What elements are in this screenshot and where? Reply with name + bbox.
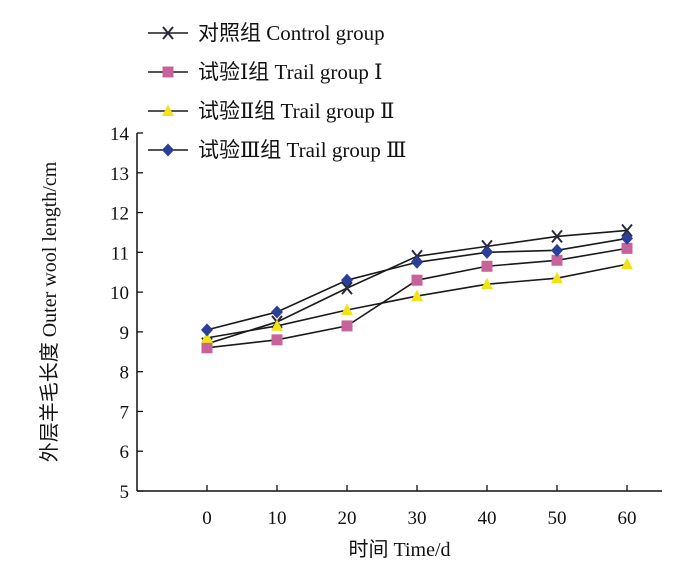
data-point (621, 242, 633, 254)
data-point (341, 281, 353, 295)
x-tick-label: 40 (478, 508, 497, 529)
data-point (201, 342, 213, 354)
data-point (551, 229, 563, 244)
x-axis-title: 时间 Time/d (348, 538, 450, 561)
series-layer (201, 223, 633, 354)
data-point (551, 243, 563, 257)
y-tick-label: 6 (120, 442, 130, 463)
legend-label: 对照组 Control group (198, 21, 385, 45)
data-point (271, 334, 283, 346)
y-axis-title: 外层羊毛长度 Outer wool length/cm (38, 161, 61, 462)
data-point (201, 323, 213, 337)
data-point (411, 289, 423, 302)
y-tick-label: 14 (110, 124, 130, 145)
data-point (341, 320, 353, 332)
series-1 (201, 223, 633, 351)
data-point (271, 319, 283, 331)
legend-item: 试验Ⅰ组 Trail group Ⅰ (148, 60, 382, 84)
data-point (341, 303, 353, 316)
legend-marker (162, 26, 174, 40)
y-tick-label: 5 (120, 482, 130, 503)
y-tick-label: 7 (120, 402, 130, 423)
series-2 (201, 242, 633, 354)
x-tick-label: 10 (268, 508, 287, 529)
legend-item: 对照组 Control group (148, 21, 385, 45)
y-tick-label: 12 (110, 204, 129, 225)
x-tick-label: 50 (548, 508, 567, 529)
data-point (271, 305, 283, 319)
data-point (481, 277, 493, 290)
legend-label: 试验Ⅲ组 Trail group Ⅲ (198, 138, 406, 162)
x-tick-label: 0 (202, 508, 212, 529)
x-tick-label: 60 (618, 508, 637, 529)
y-tick-label: 9 (120, 323, 130, 344)
legend-marker (162, 66, 174, 78)
data-point (481, 245, 493, 259)
legend-item: 试验Ⅱ组 Trail group Ⅱ (148, 99, 394, 123)
y-tick-label: 10 (110, 283, 129, 304)
y-tick-label: 8 (120, 363, 130, 384)
data-point (411, 255, 423, 269)
y-axis-ticks: 5 6 7 8 9 10 11 12 13 14 (110, 124, 143, 503)
x-axis-ticks: 0 10 20 30 40 50 60 (202, 485, 637, 529)
data-point (551, 254, 563, 266)
data-point (201, 331, 213, 343)
legend-marker (162, 143, 174, 157)
legend-label: 试验Ⅰ组 Trail group Ⅰ (198, 60, 382, 84)
data-point (621, 257, 633, 270)
series-4 (201, 231, 633, 337)
y-tick-label: 11 (111, 243, 129, 264)
data-point (551, 271, 563, 284)
data-point (341, 273, 353, 287)
legend-marker (162, 104, 174, 116)
data-point (411, 274, 423, 286)
data-point (621, 231, 633, 245)
x-tick-label: 20 (338, 508, 357, 529)
y-tick-label: 13 (110, 164, 129, 185)
data-point (481, 260, 493, 272)
legend-item: 试验Ⅲ组 Trail group Ⅲ (148, 138, 406, 162)
legend-label: 试验Ⅱ组 Trail group Ⅱ (198, 99, 394, 123)
axes (136, 133, 662, 492)
data-point (621, 223, 633, 238)
x-tick-label: 30 (408, 508, 427, 529)
series-3 (201, 257, 633, 343)
legend: 对照组 Control group 试验Ⅰ组 Trail group Ⅰ 试验Ⅱ组 … (148, 21, 406, 162)
